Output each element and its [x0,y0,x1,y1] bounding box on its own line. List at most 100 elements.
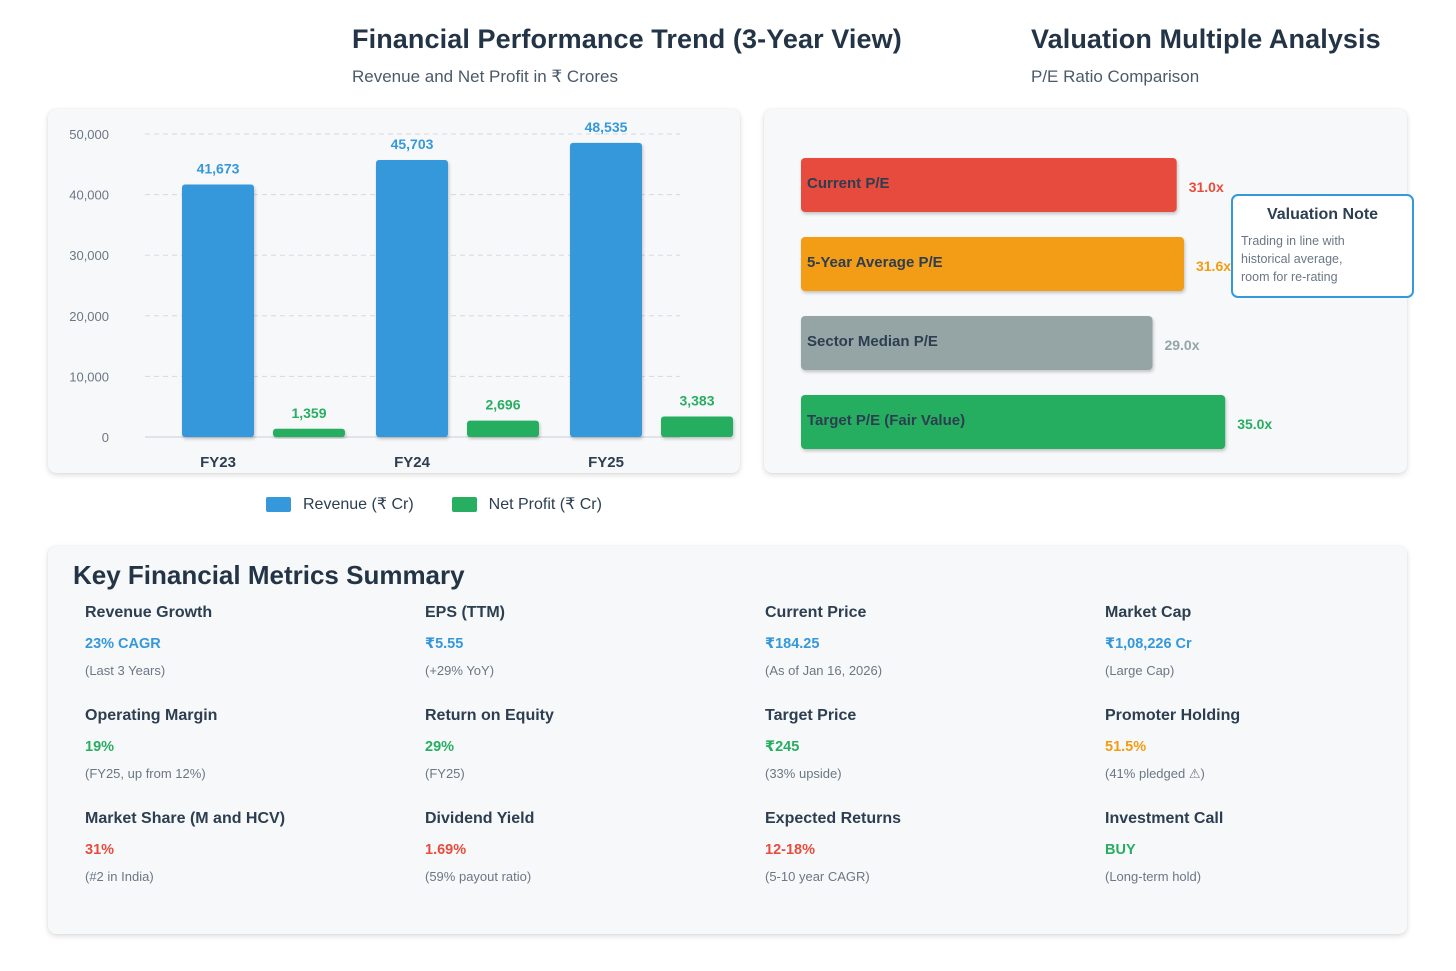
metric-subtext: (Long-term hold) [1105,869,1202,884]
y-tick-label: 10,000 [69,369,109,384]
valuation-bar-chart: Current P/E 31.0x 5-Year Average P/E 31.6x S… [801,158,1272,449]
y-tick-label: 50,000 [69,127,109,142]
valuation-note: Valuation Note Trading in line with hist… [1231,194,1414,298]
profit-data-label: 2,696 [485,397,520,413]
revenue-bar [182,184,254,437]
metric-item: Revenue Growth 23% CAGR (Last 3 Years) [85,604,425,707]
performance-heading: Financial Performance Trend (3-Year View… [352,24,902,87]
metric-label: Target Price [765,707,857,724]
metric-subtext: (Large Cap) [1105,663,1175,678]
summary-title: Key Financial Metrics Summary [73,560,465,590]
pe-bar [801,395,1226,449]
metric-item: Operating Margin 19% (FY25, up from 12%) [85,707,425,810]
x-category-label: FY23 [200,454,236,471]
pe-bar-label: Target P/E (Fair Value) [807,412,965,429]
valuation-note-line: Trading in line with [1241,234,1345,248]
metric-value: BUY [1105,842,1136,858]
metric-label: Dividend Yield [425,810,535,827]
valuation-subtitle: P/E Ratio Comparison [1031,67,1200,86]
revenue-data-label: 48,535 [585,119,628,135]
legend-label-revenue: Revenue (₹ Cr) [303,496,414,513]
profit-bar [467,420,539,437]
metric-subtext: (#2 in India) [85,869,154,884]
pe-value-label: 31.0x [1189,179,1224,195]
metric-item: Expected Returns 12-18% (5-10 year CAGR) [765,810,1105,913]
metric-subtext: (As of Jan 16, 2026) [765,663,883,678]
metric-label: Operating Margin [85,707,218,724]
y-tick-label: 20,000 [69,309,109,324]
metric-item: EPS (TTM) ₹5.55 (+29% YoY) [425,604,765,707]
x-category-label: FY25 [588,454,624,471]
metric-subtext: (33% upside) [765,766,842,781]
metric-label: Promoter Holding [1105,707,1241,724]
valuation-note-line: historical average, [1241,252,1343,266]
metric-item: Dividend Yield 1.69% (59% payout ratio) [425,810,765,913]
metric-label: Revenue Growth [85,604,213,621]
revenue-data-label: 41,673 [197,160,240,176]
performance-bar-chart: 0 10,000 20,000 30,000 40,000 50,000 41,673 1,3… [69,119,733,471]
metric-label: Market Cap [1105,604,1192,621]
metric-item: Investment Call BUY (Long-term hold) [1105,810,1405,913]
metric-value: 31% [85,842,115,858]
metric-value: 12-18% [765,842,815,858]
metric-value: 23% CAGR [85,636,161,652]
valuation-heading: Valuation Multiple Analysis P/E Ratio Co… [1031,24,1381,87]
pe-bar [801,316,1153,370]
metrics-summary-card: Key Financial Metrics Summary Revenue Gr… [48,546,1407,934]
y-tick-label: 30,000 [69,248,109,263]
metric-value: ₹245 [765,739,800,755]
metric-value: ₹1,08,226 Cr [1105,636,1192,652]
profit-bar [661,416,733,437]
metric-label: EPS (TTM) [425,604,505,621]
legend-label-profit: Net Profit (₹ Cr) [488,496,602,513]
pe-value-label: 35.0x [1237,416,1272,432]
metric-value: 19% [85,739,115,755]
performance-subtitle: Revenue and Net Profit in ₹ Crores [352,67,618,86]
metric-label: Investment Call [1105,810,1224,827]
metric-label: Return on Equity [425,707,554,724]
metric-item: Return on Equity 29% (FY25) [425,707,765,810]
metrics-grid: Revenue Growth 23% CAGR (Last 3 Years) EPS … [85,604,1445,913]
metric-subtext: (FY25, up from 12%) [85,766,206,781]
metric-label: Market Share (M and HCV) [85,810,286,827]
pe-bar-label: Sector Median P/E [807,333,938,350]
y-tick-label: 0 [102,430,109,445]
performance-chart-card: 0 10,000 20,000 30,000 40,000 50,000 41,673 1,3… [48,109,740,473]
metric-value: ₹184.25 [765,636,820,652]
metric-subtext: (FY25) [425,766,465,781]
metric-label: Expected Returns [765,810,902,827]
profit-bar [273,428,345,437]
metric-label: Current Price [765,604,867,621]
metric-value: ₹5.55 [425,636,464,652]
revenue-bar [570,142,642,437]
pe-bar-label: Current P/E [807,175,890,192]
legend-swatch-profit [451,496,477,512]
metric-subtext: (+29% YoY) [425,663,495,678]
metric-subtext: (Last 3 Years) [85,663,166,678]
x-category-label: FY24 [394,454,431,471]
pe-value-label: 29.0x [1164,337,1199,353]
legend-item-revenue: Revenue (₹ Cr) [266,494,414,514]
revenue-bar [376,160,448,437]
pe-value-label: 31.6x [1196,258,1231,274]
metric-subtext: (59% payout ratio) [425,869,532,884]
y-tick-label: 40,000 [69,188,109,203]
metric-subtext: (41% pledged ⚠) [1105,766,1205,781]
legend-swatch-revenue [266,496,291,512]
valuation-note-title: Valuation Note [1266,206,1379,223]
metric-value: 1.69% [425,842,467,858]
metric-subtext: (5-10 year CAGR) [765,869,870,884]
valuation-note-line: room for re-rating [1241,270,1338,284]
revenue-data-label: 45,703 [391,136,434,152]
pe-bar [801,158,1177,212]
metric-value: 51.5% [1105,739,1147,755]
metric-value: 29% [425,739,455,755]
profit-data-label: 1,359 [291,405,326,421]
metric-item: Market Cap ₹1,08,226 Cr (Large Cap) [1105,604,1405,707]
chart-legend: Revenue (₹ Cr) Net Profit (₹ Cr) [266,494,640,514]
metric-item: Market Share (M and HCV) 31% (#2 in India) [85,810,425,913]
pe-bar [801,237,1184,291]
metric-item: Promoter Holding 51.5% (41% pledged ⚠) [1105,707,1405,810]
profit-data-label: 3,383 [679,392,714,408]
metric-item: Current Price ₹184.25 (As of Jan 16, 2026) [765,604,1105,707]
